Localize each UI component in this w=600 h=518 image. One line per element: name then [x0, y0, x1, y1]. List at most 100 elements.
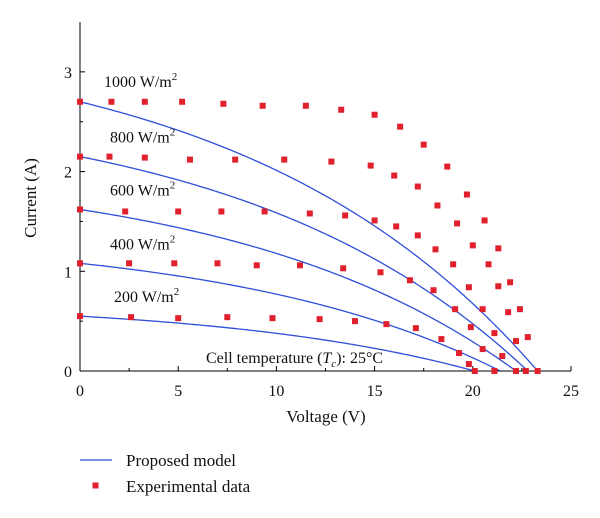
experimental-point: [141, 154, 148, 161]
experimental-point: [351, 318, 358, 325]
experimental-point: [371, 217, 378, 224]
experimental-point: [175, 208, 182, 215]
experimental-point: [495, 245, 502, 252]
experimental-point: [302, 102, 309, 109]
experimental-point: [524, 334, 531, 341]
experimental-point: [469, 242, 476, 249]
y-axis-title: Current (A): [21, 158, 40, 238]
experimental-point: [253, 262, 260, 269]
experimental-point: [261, 208, 268, 215]
experimental-point: [485, 261, 492, 268]
experimental-point: [522, 368, 529, 374]
experimental-point: [259, 102, 266, 109]
experimental-point: [371, 111, 378, 118]
experimental-point: [186, 156, 193, 163]
y-tick-label: 3: [64, 65, 72, 82]
experimental-point: [495, 283, 502, 290]
experimental-point: [432, 246, 439, 253]
experimental-point: [465, 361, 472, 368]
model-curve-1: [80, 101, 539, 371]
irradiance-label: 1000 W/m2: [104, 71, 177, 91]
x-tick-label: 0: [76, 383, 84, 400]
experimental-point: [340, 265, 347, 272]
experimental-point: [450, 261, 457, 268]
experimental-point: [513, 368, 520, 374]
experimental-point: [513, 338, 520, 345]
experimental-point: [316, 316, 323, 323]
x-axis-title: Voltage (V): [286, 407, 365, 426]
experimental-point: [434, 202, 441, 209]
irradiance-label: 400 W/m2: [110, 233, 175, 253]
experimental-point: [463, 191, 470, 198]
y-tick-label: 0: [64, 364, 72, 381]
experimental-point: [77, 206, 83, 213]
legend-marker-label: Experimental data: [126, 477, 251, 496]
experimental-point: [479, 306, 486, 313]
irradiance-label: 200 W/m2: [114, 286, 179, 306]
experimental-point: [122, 208, 129, 215]
experimental-point: [224, 314, 231, 321]
model-curve-5: [80, 315, 475, 371]
experimental-point: [420, 141, 427, 148]
experimental-point: [491, 368, 498, 374]
irradiance-label: 800 W/m2: [110, 127, 175, 147]
model-curve-4: [80, 262, 501, 371]
experimental-point: [456, 350, 463, 357]
x-tick-label: 25: [563, 383, 579, 400]
experimental-point: [465, 284, 472, 291]
experimental-point: [383, 321, 390, 328]
experimental-point: [516, 306, 523, 313]
experimental-point: [232, 156, 239, 163]
experimental-point: [414, 183, 421, 190]
experimental-point: [414, 232, 421, 239]
y-tick-label: 2: [64, 165, 72, 182]
experimental-point: [214, 260, 221, 267]
experimental-point: [397, 123, 404, 130]
experimental-point: [454, 220, 461, 227]
experimental-point: [534, 368, 541, 374]
experimental-point: [175, 315, 182, 322]
experimental-point: [328, 158, 335, 165]
experimental-point: [412, 325, 419, 332]
experimental-point: [438, 336, 445, 343]
experimental-point: [471, 368, 478, 374]
legend-line-label: Proposed model: [126, 451, 236, 470]
experimental-point: [306, 210, 313, 217]
model-curve-3: [80, 208, 517, 371]
axis-ticks: 0 5 10 15 20 25 0 1 2 3: [64, 65, 579, 400]
experimental-point: [377, 269, 384, 276]
experimental-point: [430, 287, 437, 294]
experimental-point: [269, 315, 276, 322]
experimental-point: [338, 106, 345, 113]
experimental-point: [106, 153, 113, 160]
experimental-point: [126, 260, 133, 267]
experimental-point: [452, 306, 459, 313]
experimental-point: [281, 156, 288, 163]
experimental-point: [505, 309, 512, 316]
cell-temperature-annotation: Cell temperature (Tc): 25°C: [206, 350, 383, 370]
experimental-point: [406, 277, 413, 284]
experimental-point: [342, 212, 349, 219]
experimental-point: [296, 262, 303, 269]
irradiance-label: 600 W/m2: [110, 179, 175, 199]
experimental-point: [367, 162, 374, 169]
legend: Proposed model Experimental data: [80, 451, 251, 496]
experimental-point: [77, 153, 83, 160]
experimental-point: [218, 208, 225, 215]
x-tick-label: 20: [465, 383, 481, 400]
experimental-point: [77, 260, 83, 267]
x-tick-label: 10: [268, 383, 284, 400]
experimental-point: [128, 314, 135, 321]
experimental-point: [108, 98, 115, 105]
experimental-point: [393, 223, 400, 230]
experimental-point: [444, 163, 451, 170]
experimental-point: [507, 279, 514, 286]
experimental-point: [467, 324, 474, 331]
y-tick-label: 1: [64, 264, 72, 281]
experimental-point: [77, 313, 83, 320]
experimental-point: [220, 100, 227, 107]
experimental-point: [391, 172, 398, 179]
experimental-markers: [77, 98, 541, 374]
x-tick-label: 5: [174, 383, 182, 400]
